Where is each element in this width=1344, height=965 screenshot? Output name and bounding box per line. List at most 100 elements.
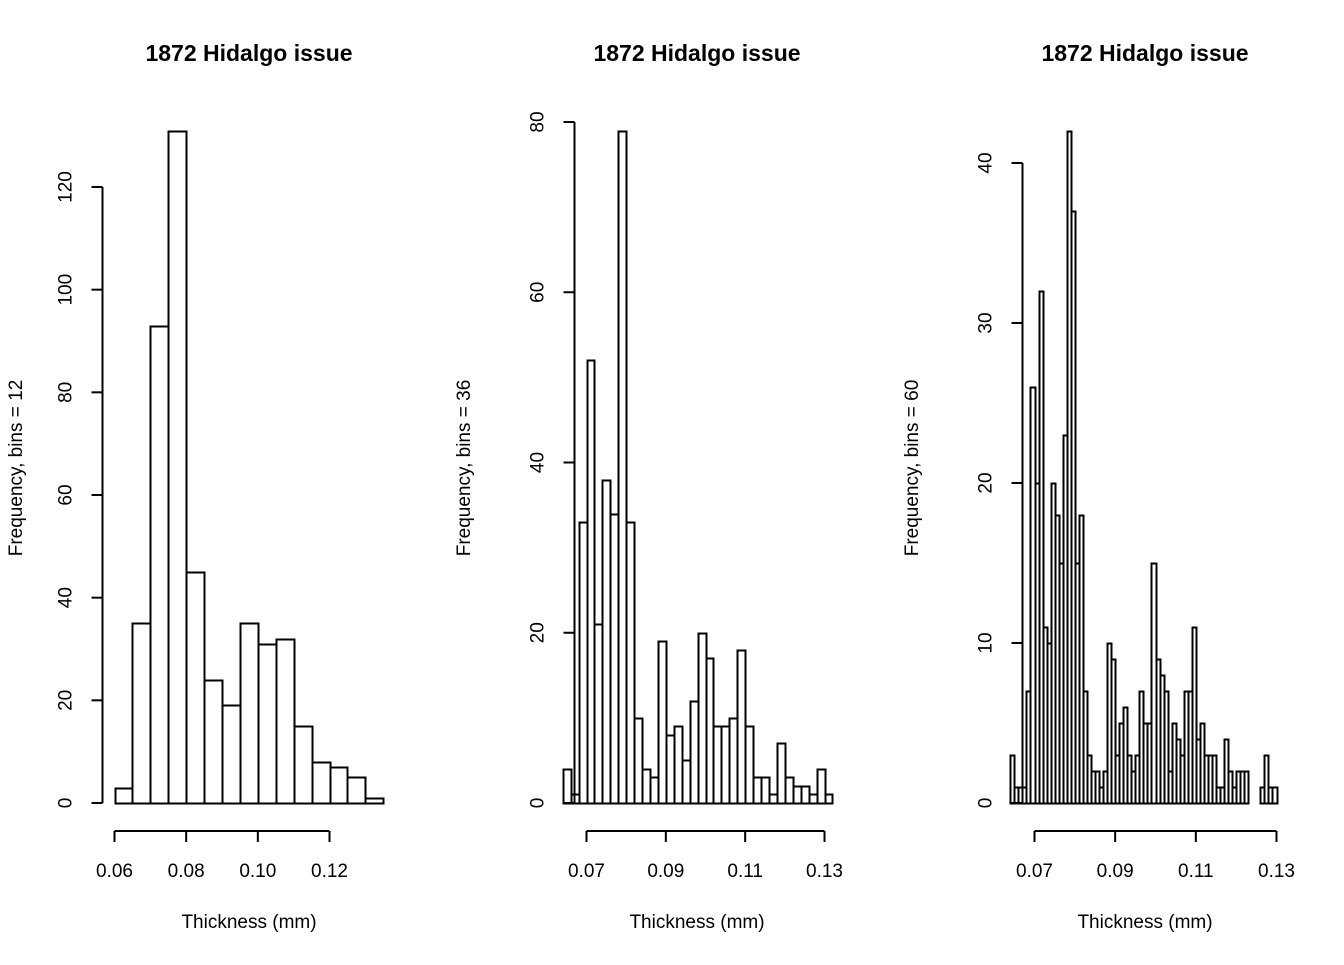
- histogram-bar: [257, 643, 278, 805]
- histogram-bar: [760, 776, 771, 805]
- histogram-bar: [593, 623, 604, 805]
- histogram-bar: [673, 725, 684, 805]
- histogram-bar: [221, 704, 242, 805]
- histogram-bar: [720, 725, 731, 805]
- x-tick-label: 0.13: [806, 861, 843, 882]
- histogram-bar: [1070, 210, 1077, 805]
- histogram-panel-3: 1872 Hidalgo issue 0.07 0.09 0.11 0.13 Thickn…: [902, 40, 1295, 933]
- histogram-bar: [293, 725, 314, 805]
- histogram-bar: [149, 325, 170, 805]
- y-tick-label: 30: [976, 312, 997, 333]
- x-tick-label: 0.09: [647, 861, 684, 882]
- histogram-bar: [665, 734, 676, 805]
- histogram-bar: [114, 787, 134, 805]
- histogram-bar: [816, 768, 827, 805]
- histogram-bar: [311, 761, 332, 805]
- histogram-bar: [562, 768, 573, 805]
- chart-title: 1872 Hidalgo issue: [1041, 40, 1248, 66]
- histogram-bar: [346, 776, 367, 805]
- histogram-bar: [768, 793, 779, 805]
- x-tick-label: 0.12: [311, 861, 348, 882]
- histogram-bar: [712, 725, 723, 805]
- histogram-bar: [705, 657, 715, 805]
- histogram-bar: [697, 632, 708, 805]
- histogram-bar: [329, 766, 349, 805]
- histogram-bar: [239, 622, 260, 805]
- histogram-bar: [185, 571, 206, 805]
- histogram-bar: [203, 679, 224, 805]
- x-tick-label: 0.08: [168, 861, 205, 882]
- y-axis-label: Frequency, bins = 12: [6, 380, 27, 557]
- histogram-bar: [578, 521, 589, 805]
- y-tick-label: 100: [56, 274, 77, 306]
- y-tick-label: 20: [528, 622, 549, 643]
- histogram-bar: [1163, 690, 1170, 805]
- histogram-bar: [649, 776, 660, 805]
- y-tick-label: 10: [976, 632, 997, 653]
- y-tick-label: 20: [976, 472, 997, 493]
- histogram-bar: [1110, 658, 1117, 805]
- histogram-panel-2: 1872 Hidalgo issue 0.07 0.09 0.11 0.13 Thickn…: [454, 40, 843, 933]
- x-tick-label: 0.06: [96, 861, 133, 882]
- x-tick-label: 0.11: [1178, 861, 1214, 882]
- histogram-bar: [681, 759, 692, 805]
- histogram-bar: [752, 776, 763, 805]
- x-axis-label: Thickness (mm): [629, 912, 764, 933]
- y-tick-label: 80: [528, 111, 549, 132]
- histogram-bar: [617, 130, 628, 805]
- y-tick-label: 20: [56, 690, 77, 711]
- histogram-bar: [633, 717, 644, 805]
- y-tick-label: 80: [56, 382, 77, 403]
- histogram-bar: [776, 742, 787, 805]
- histogram-bar: [586, 359, 596, 805]
- histogram-bar: [792, 785, 803, 805]
- histogram-bar: [800, 785, 811, 805]
- x-tick-label: 0.09: [1097, 861, 1134, 882]
- x-tick-label: 0.07: [1016, 861, 1053, 882]
- y-tick-label: 0: [56, 798, 77, 809]
- histogram-bar: [1271, 786, 1279, 805]
- y-tick-label: 60: [528, 282, 549, 303]
- histogram-bar: [728, 717, 739, 805]
- y-tick-label: 40: [528, 452, 549, 473]
- histogram-panel-1: 1872 Hidalgo issue 0.06 0.08 0.10 0.12 Thickn…: [6, 40, 385, 933]
- histogram-bar: [601, 479, 612, 805]
- chart-title: 1872 Hidalgo issue: [593, 40, 800, 66]
- histogram-bar: [1263, 754, 1270, 805]
- x-axis-label: Thickness (mm): [181, 912, 316, 933]
- histogram-bar: [736, 649, 747, 805]
- histogram-bar: [808, 793, 819, 805]
- y-axis-label: Frequency, bins = 60: [902, 380, 923, 557]
- histogram-bar: [167, 130, 188, 805]
- histogram-bar: [657, 640, 668, 805]
- y-tick-label: 120: [56, 171, 77, 203]
- histogram-bar: [824, 793, 834, 805]
- histogram-bar: [1078, 514, 1085, 805]
- y-tick-label: 40: [976, 152, 997, 173]
- histogram-bar: [1038, 290, 1045, 805]
- histogram-bar: [131, 622, 152, 805]
- x-tick-label: 0.13: [1258, 861, 1295, 882]
- y-tick-label: 0: [528, 798, 549, 809]
- x-tick-label: 0.07: [568, 861, 605, 882]
- histogram-bar: [625, 521, 636, 805]
- histogram-bar: [689, 700, 700, 805]
- x-axis-label: Thickness (mm): [1077, 912, 1212, 933]
- x-tick-label: 0.10: [239, 861, 276, 882]
- histogram-bar: [275, 638, 296, 805]
- histogram-bar: [609, 513, 620, 805]
- histogram-bar: [744, 725, 755, 805]
- x-tick-label: 0.11: [727, 861, 763, 882]
- histogram-bar: [1211, 754, 1218, 805]
- histogram-bar: [1191, 626, 1198, 805]
- chart-title: 1872 Hidalgo issue: [145, 40, 352, 66]
- y-tick-label: 60: [56, 484, 77, 505]
- histogram-bar: [1243, 770, 1250, 805]
- y-axis-label: Frequency, bins = 36: [454, 380, 475, 557]
- histogram-bar: [364, 797, 385, 805]
- y-tick-label: 40: [56, 587, 77, 608]
- histogram-bar: [1082, 690, 1089, 805]
- y-tick-label: 0: [976, 798, 997, 809]
- histogram-bar: [641, 768, 652, 805]
